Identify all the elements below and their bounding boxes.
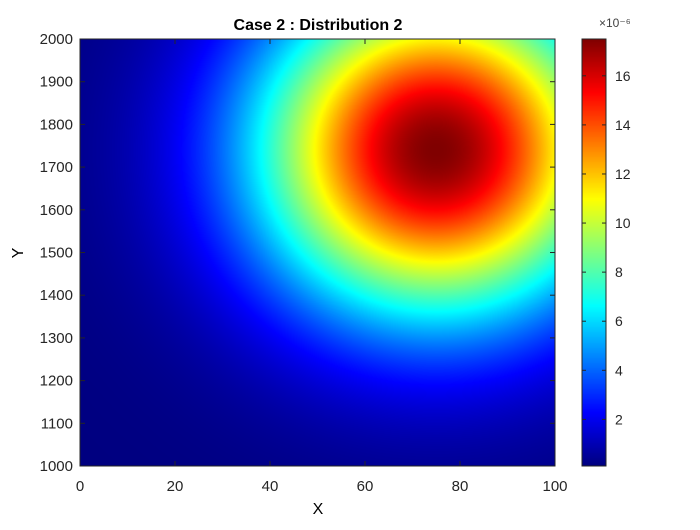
y-tick-label: 1400: [40, 287, 73, 304]
colorbar-gradient: [582, 39, 606, 466]
x-axis: 0 20 40 60 80 100: [76, 39, 568, 495]
colorbar-tick-label: 2: [615, 411, 623, 427]
x-tick-label: 80: [452, 478, 469, 495]
y-tick-label: 1800: [40, 116, 73, 133]
colorbar-frame: [581, 38, 607, 467]
colorbar-exponent-label: ×10⁻⁶: [599, 16, 631, 30]
heatmap-image: [80, 39, 555, 466]
colorbar-tick-label: 6: [615, 313, 623, 329]
y-tick-label: 1100: [41, 415, 73, 432]
x-axis-label: X: [313, 501, 324, 518]
y-axis: 1000 1100 1200 1300 1400 1500 1600 1700 1800 1900…: [40, 31, 555, 475]
x-tick-label: 40: [262, 478, 279, 495]
colorbar: 2 4 6 8 10 12 14 16: [581, 38, 631, 467]
chart-title: Case 2 : Distribution 2: [234, 17, 403, 34]
y-axis-label: Y: [10, 247, 27, 258]
x-tick-label: 60: [357, 478, 374, 495]
x-tick-label: 0: [76, 478, 84, 495]
y-tick-label: 1700: [40, 159, 73, 176]
heatmap-plot-area: [79, 38, 556, 467]
colorbar-tick-label: 14: [615, 117, 631, 133]
colorbar-tick-label: 8: [615, 264, 623, 280]
y-tick-label: 1000: [40, 458, 73, 475]
colorbar-tick-label: 10: [615, 215, 631, 231]
y-tick-label: 1600: [40, 202, 73, 219]
y-tick-label: 1900: [40, 74, 73, 91]
x-tick-label: 100: [542, 478, 567, 495]
x-tick-label: 20: [167, 478, 184, 495]
colorbar-tick-label: 16: [615, 68, 631, 84]
y-tick-label: 1500: [40, 245, 73, 262]
colorbar-tick-label: 4: [615, 362, 623, 378]
y-tick-label: 2000: [40, 31, 73, 48]
y-tick-label: 1200: [40, 373, 73, 390]
y-tick-label: 1300: [40, 330, 73, 347]
colorbar-tick-label: 12: [615, 166, 631, 182]
